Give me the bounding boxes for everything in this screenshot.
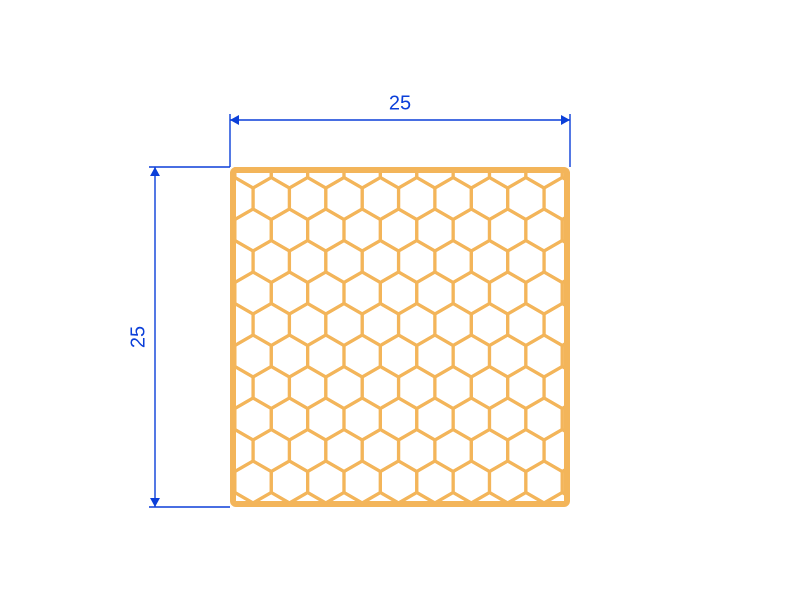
dimension-width-label: 25 <box>389 92 411 114</box>
honeycomb-pattern <box>180 115 616 535</box>
technical-drawing: 25 25 <box>0 0 800 600</box>
dimension-height-label: 25 <box>127 326 149 348</box>
